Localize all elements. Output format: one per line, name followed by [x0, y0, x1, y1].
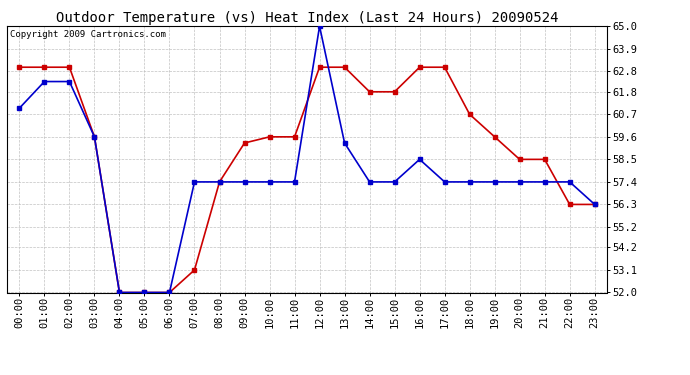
- Title: Outdoor Temperature (vs) Heat Index (Last 24 Hours) 20090524: Outdoor Temperature (vs) Heat Index (Las…: [56, 11, 558, 25]
- Text: Copyright 2009 Cartronics.com: Copyright 2009 Cartronics.com: [10, 30, 166, 39]
